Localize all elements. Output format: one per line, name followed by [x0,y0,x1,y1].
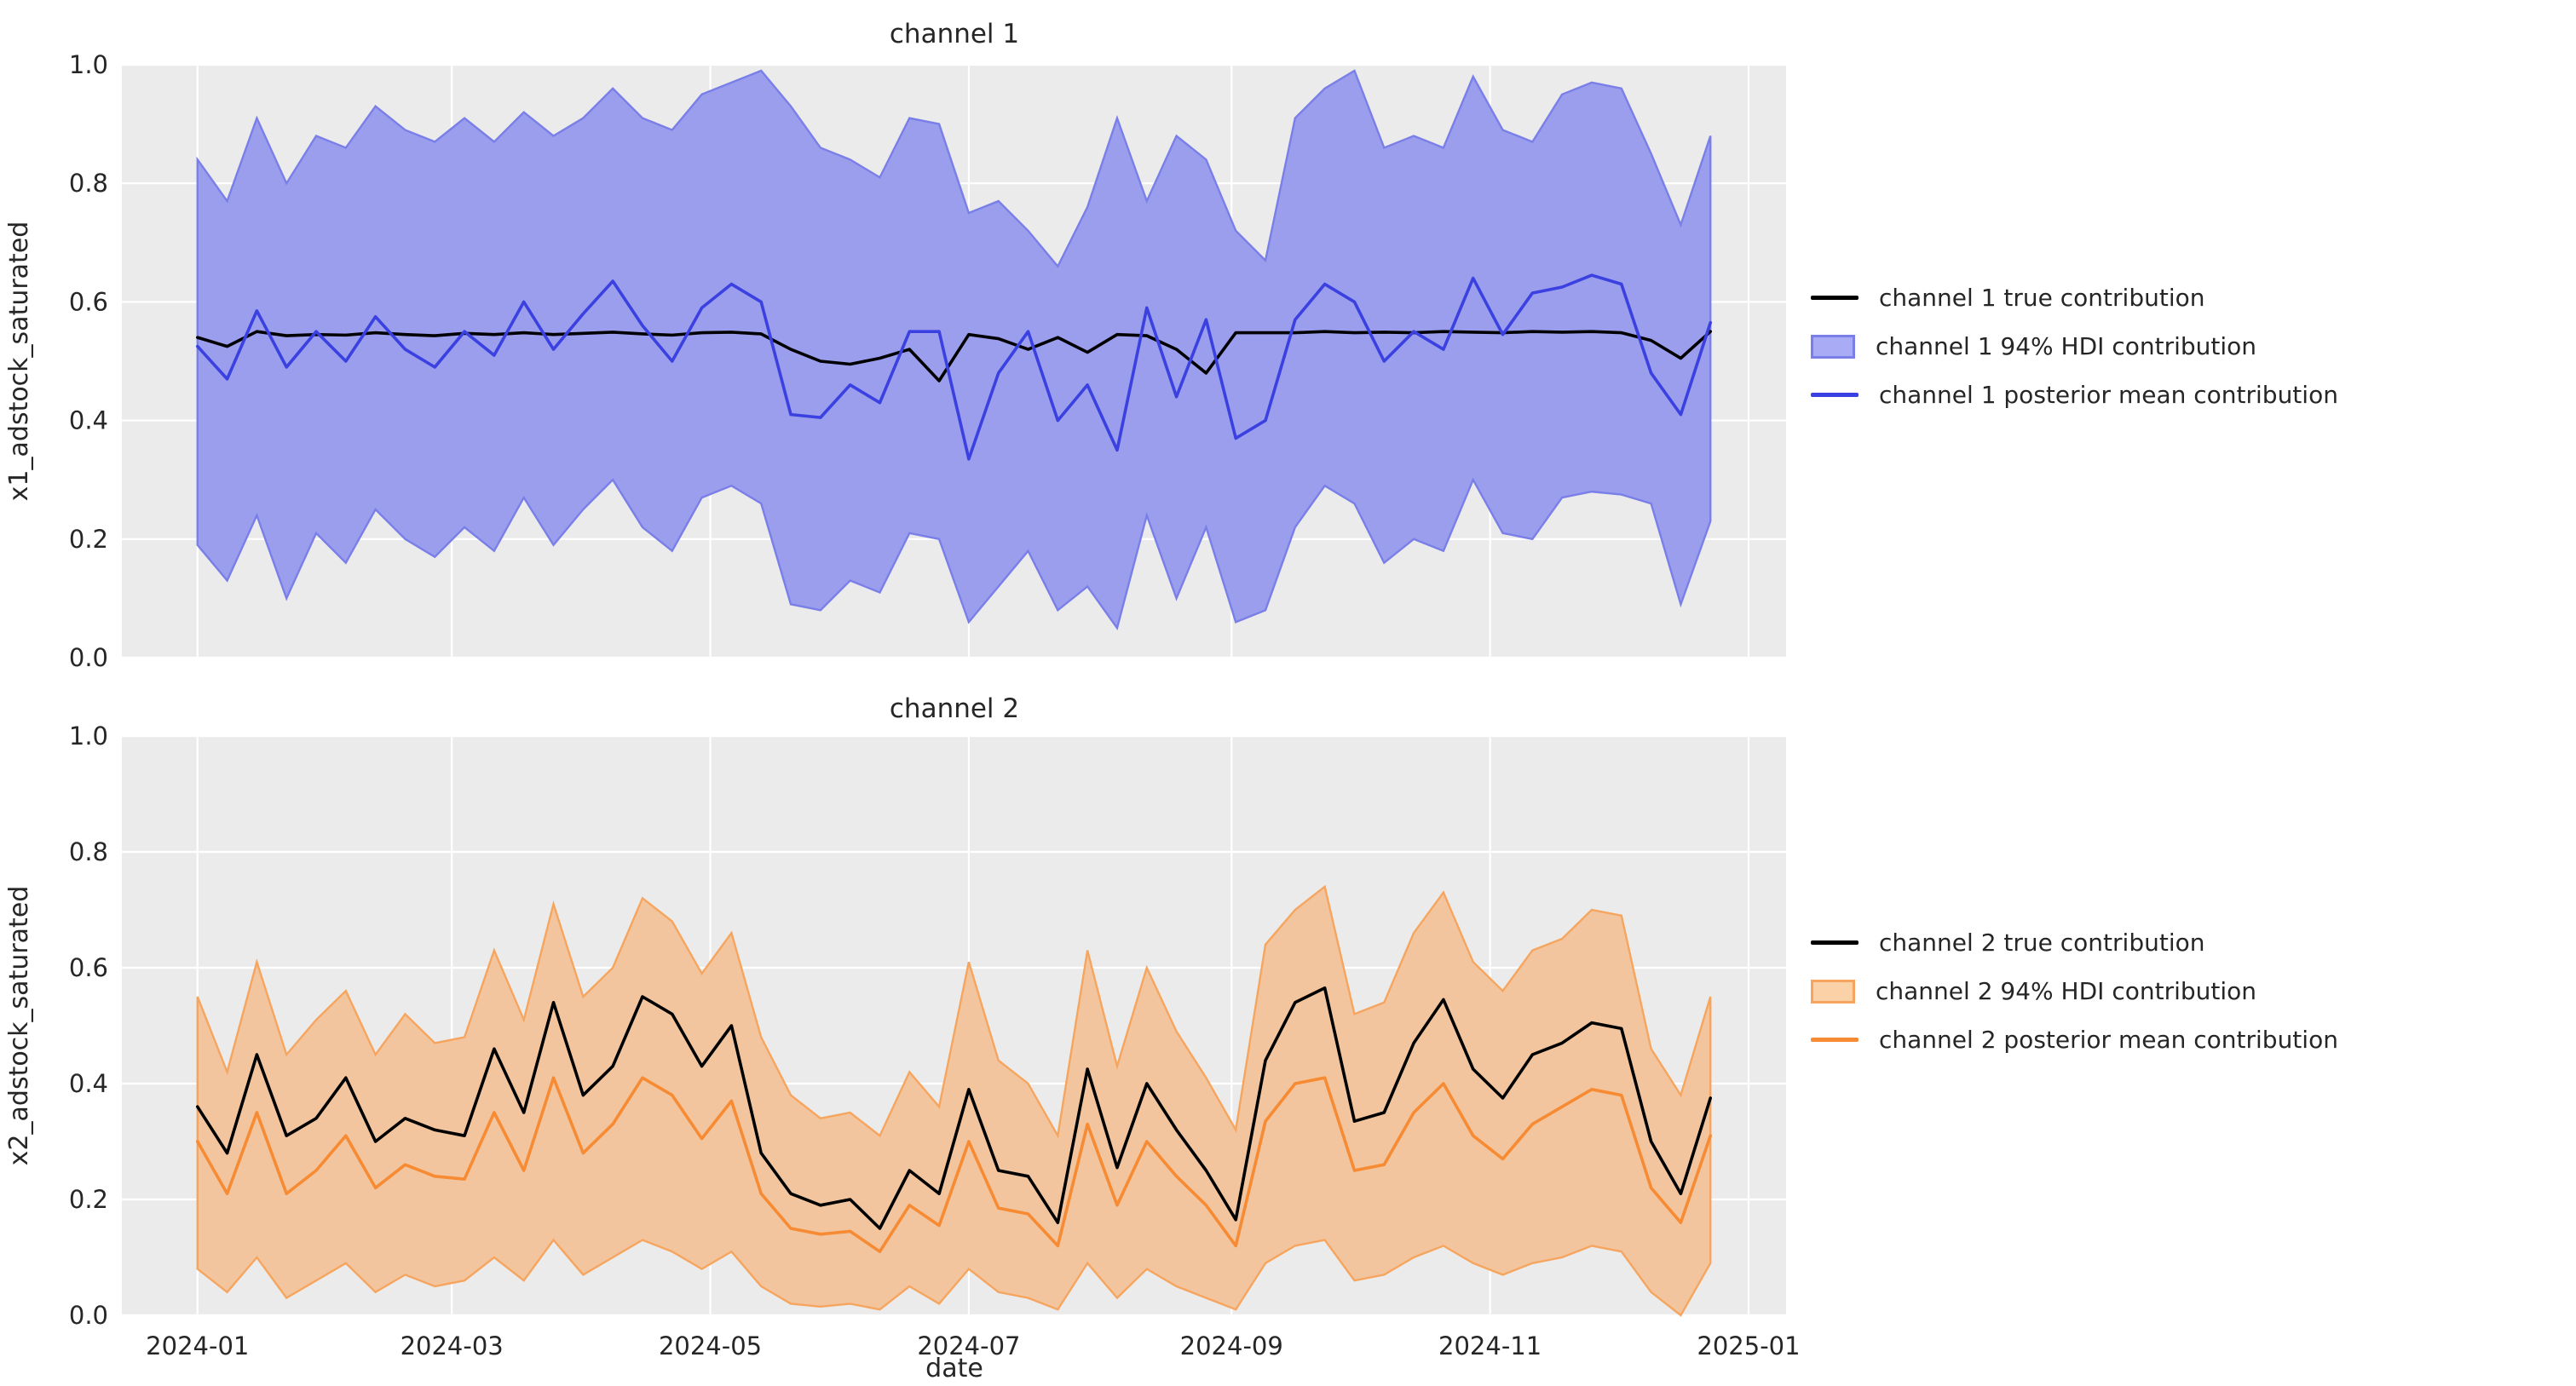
hdi-band-swatch-icon [1811,979,1855,1004]
channel-1-true-contribution-line [195,330,1713,382]
y-tick-label: 1.0 [69,722,108,751]
channel-2-posterior-mean-contribution-line [195,1076,1713,1253]
y-tick-label: 0.0 [69,643,108,672]
x-tick-label: 2024-07 [917,1331,1020,1360]
x-tick-label: 2024-01 [146,1331,249,1360]
y-tick-label: 0.2 [69,525,108,554]
legend-label: channel 2 posterior mean contribution [1879,1026,2338,1054]
x-tick-label: 2025-01 [1697,1331,1800,1360]
y-tick-label: 0.6 [69,953,108,982]
channel-2-true-contribution-line [195,986,1713,1230]
legend-item-hdi-contribution: channel 2 94% HDI contribution [1811,967,2338,1015]
legend-label: channel 1 94% HDI contribution [1876,332,2257,360]
chart2-title: channel 2 [890,693,1019,724]
y-tick-label: 0.0 [69,1301,108,1330]
y-tick-label: 0.4 [69,406,108,435]
legend-item-posterior-mean: channel 2 posterior mean contribution [1811,1015,2338,1064]
y-tick-label: 0.4 [69,1069,108,1098]
x-axis-label: date [925,1354,983,1383]
chart-1-plot-area: 0.0 0.2 0.4 0.6 0.8 1.0 [69,50,1786,672]
posterior-mean-swatch-icon [1811,1038,1859,1042]
legend-item-true-contribution: channel 1 true contribution [1811,273,2338,322]
posterior-mean-swatch-icon [1811,393,1859,397]
y-tick-label: 0.8 [69,169,108,198]
legend-label: channel 2 94% HDI contribution [1876,977,2257,1005]
legend-label: channel 2 true contribution [1879,929,2205,957]
x-tick-label: 2024-11 [1438,1331,1542,1360]
legend-item-true-contribution: channel 2 true contribution [1811,918,2338,967]
legend-label: channel 1 posterior mean contribution [1879,381,2338,409]
chart2-legend: channel 2 true contribution channel 2 94… [1811,918,2338,1064]
chart2-y-axis-label: x2_adstock_saturated [4,886,34,1166]
hdi-band [196,884,1712,1317]
legend-label: channel 1 true contribution [1879,284,2205,312]
y-tick-label: 0.2 [69,1185,108,1214]
x-tick-label: 2024-09 [1180,1331,1283,1360]
channel-1-posterior-mean-contribution-line [195,273,1713,461]
y-tick-label: 1.0 [69,50,108,79]
true-line-swatch-icon [1811,296,1859,300]
hdi-band [196,69,1712,630]
chart1-legend: channel 1 true contribution channel 1 94… [1811,273,2338,419]
legend-item-hdi-contribution: channel 1 94% HDI contribution [1811,322,2338,371]
legend-item-posterior-mean: channel 1 posterior mean contribution [1811,371,2338,419]
chart-2-plot-area: 0.0 0.2 0.4 0.6 0.8 1.0 2024-01 2024-03 2024-05 2… [69,722,1801,1360]
true-line-swatch-icon [1811,940,1859,945]
charts-layer: 0.0 0.2 0.4 0.6 0.8 1.0 0.0 0.2 0.4 0.6 0.8 1.0 2024… [69,50,1801,1360]
hdi-band-swatch-icon [1811,334,1855,359]
y-tick-label: 0.6 [69,287,108,316]
chart1-title: channel 1 [890,19,1019,49]
x-tick-label: 2024-03 [401,1331,504,1360]
x-tick-label: 2024-05 [659,1331,762,1360]
y-tick-label: 0.8 [69,837,108,866]
chart1-y-axis-label: x1_adstock_saturated [4,221,34,502]
